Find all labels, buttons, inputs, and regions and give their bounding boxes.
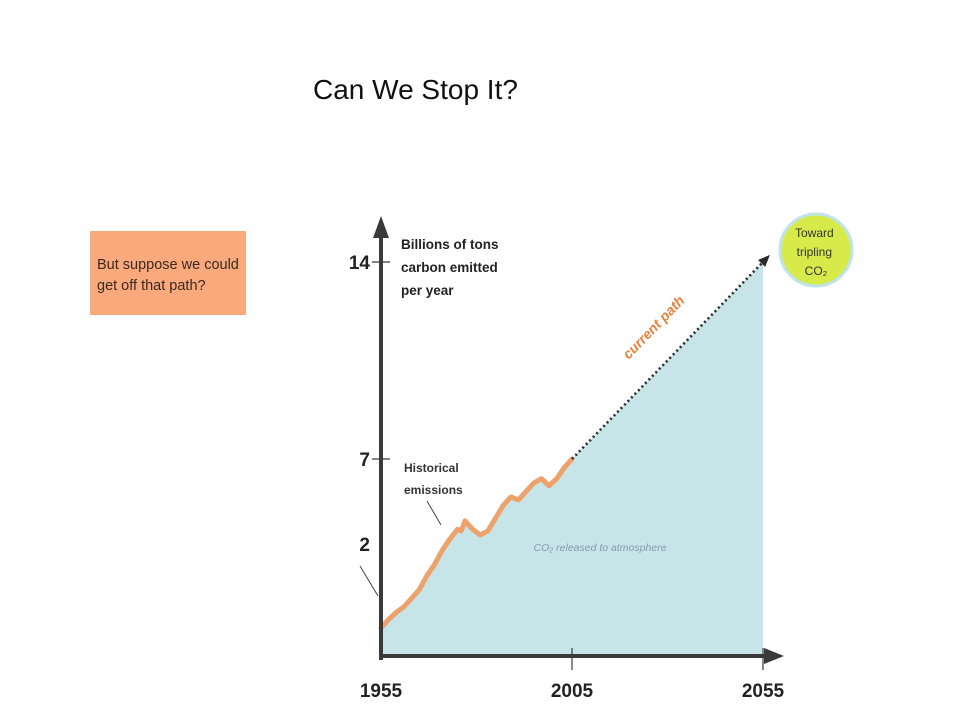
y-axis-title: Billions of tons carbon emitted per year (401, 237, 502, 298)
badge-line-2: tripling (797, 245, 832, 259)
historical-label-line-1: Historical (404, 461, 459, 475)
callout-box: But suppose we could get off that path? (90, 231, 246, 315)
historical-label-line-2: emissions (404, 483, 463, 497)
x-tick-label-2055: 2055 (742, 681, 785, 702)
area-label: CO₂ released to atmosphere (534, 542, 667, 554)
badge-text: Toward tripling CO₂ (795, 226, 837, 278)
historical-label-leader (426, 500, 442, 526)
y-axis-title-line-1: Billions of tons (401, 237, 499, 252)
x-axis-arrowhead (764, 648, 784, 664)
x-tick-label-1955: 1955 (360, 681, 403, 702)
y-tick-label-7: 7 (359, 450, 370, 471)
x-tick-label-2005: 2005 (551, 681, 594, 702)
historical-label: Historical emissions (404, 461, 463, 497)
badge-line-1: Toward (795, 226, 834, 240)
badge-line-3: CO₂ (805, 264, 828, 278)
callout-line-2: get off that path? (97, 278, 206, 294)
y-ticks: 2 7 14 (349, 253, 390, 556)
x-ticks: 1955 2005 2055 (360, 648, 785, 702)
slide-title: Can We Stop It? (313, 74, 518, 105)
badge-circle (778, 212, 854, 288)
y-axis-arrowhead (373, 216, 389, 238)
y-tick-label-2: 2 (359, 535, 370, 556)
current-path-line (571, 262, 763, 460)
current-path-arrowhead (758, 254, 770, 267)
callout-line-1: But suppose we could (97, 257, 239, 273)
y-axis-title-line-3: per year (401, 283, 454, 298)
historical-emissions-line (378, 456, 575, 631)
y-axis-title-line-2: carbon emitted (401, 260, 498, 275)
start-value-leader (359, 565, 379, 597)
tripling-badge: Toward tripling CO₂ (778, 212, 854, 288)
y-tick-label-14: 14 (349, 253, 371, 274)
